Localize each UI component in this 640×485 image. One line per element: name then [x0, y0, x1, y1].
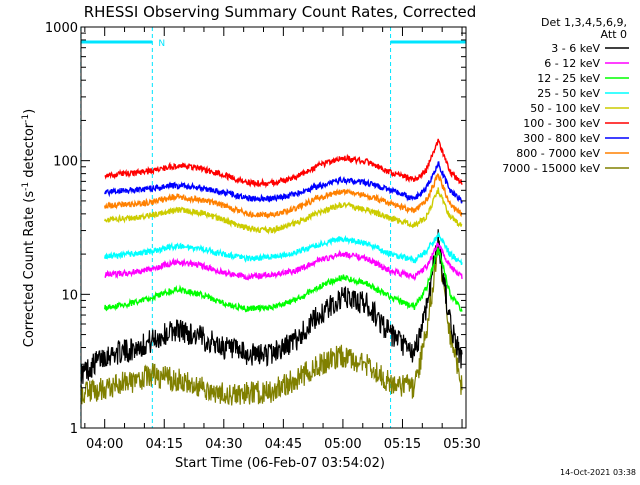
x-tick-label: 04:00: [86, 437, 123, 452]
y-axis-label-part2: detector: [22, 122, 37, 182]
series-line: [104, 232, 463, 266]
x-tick-label: 04:45: [265, 437, 302, 452]
x-tick-label: 05:30: [443, 437, 480, 452]
series-line: [104, 161, 463, 204]
legend-label: 300 - 800 keV: [523, 132, 600, 145]
legend-label: 3 - 6 keV: [551, 42, 600, 55]
y-tick-label: 1: [70, 422, 78, 437]
y-axis-label-sup1: -1: [21, 182, 31, 191]
x-axis-label: Start Time (06-Feb-07 03:54:02): [175, 456, 385, 471]
legend-label: 100 - 300 keV: [523, 117, 600, 130]
timestamp: 14-Oct-2021 03:38: [560, 468, 636, 477]
chart-title: RHESSI Observing Summary Count Rates, Co…: [84, 3, 477, 21]
series-line: [104, 173, 463, 220]
legend-header: Att 0: [601, 28, 627, 41]
series-line: [80, 229, 463, 387]
y-axis-label-sup2: -1: [21, 114, 31, 123]
legend-label: 6 - 12 keV: [544, 57, 600, 70]
x-tick-label: 04:15: [146, 437, 183, 452]
y-axis-label: Corrected Count Rate (s-1 detector-1): [21, 109, 37, 347]
legend-label: 800 - 7000 keV: [516, 147, 600, 160]
series-line: [80, 240, 463, 406]
series-line: [104, 138, 463, 189]
saa-marker-label: N: [158, 39, 165, 49]
y-axis-label-part3: ): [22, 109, 37, 114]
x-tick-label: 05:15: [384, 437, 421, 452]
x-tick-label: 05:00: [324, 437, 361, 452]
series-line: [104, 247, 463, 313]
y-axis-label-part1: Corrected Count Rate (s: [22, 191, 37, 348]
y-tick-label: 10: [61, 288, 78, 303]
y-tick-label: 1000: [45, 21, 78, 36]
plot-frame: [80, 26, 467, 429]
legend-header: Det 1,3,4,5,6,9,: [541, 16, 627, 29]
y-tick-label: 100: [53, 155, 78, 170]
series-line: [104, 242, 463, 282]
legend: Det 1,3,4,5,6,9,Att 03 - 6 keV 6 - 12 keV…: [502, 16, 629, 175]
series-line: [104, 187, 463, 235]
x-tick-label: 04:30: [205, 437, 242, 452]
legend-label: 50 - 100 keV: [530, 102, 600, 115]
legend-label: 12 - 25 keV: [537, 72, 600, 85]
legend-label: 25 - 50 keV: [537, 87, 600, 100]
legend-label: 7000 - 15000 keV: [502, 162, 600, 175]
series-layer: [80, 138, 463, 406]
axes-layer: 1 10 100 1000 04:00 04:15 04:30 04:45 05:00 05:15…: [45, 21, 481, 452]
